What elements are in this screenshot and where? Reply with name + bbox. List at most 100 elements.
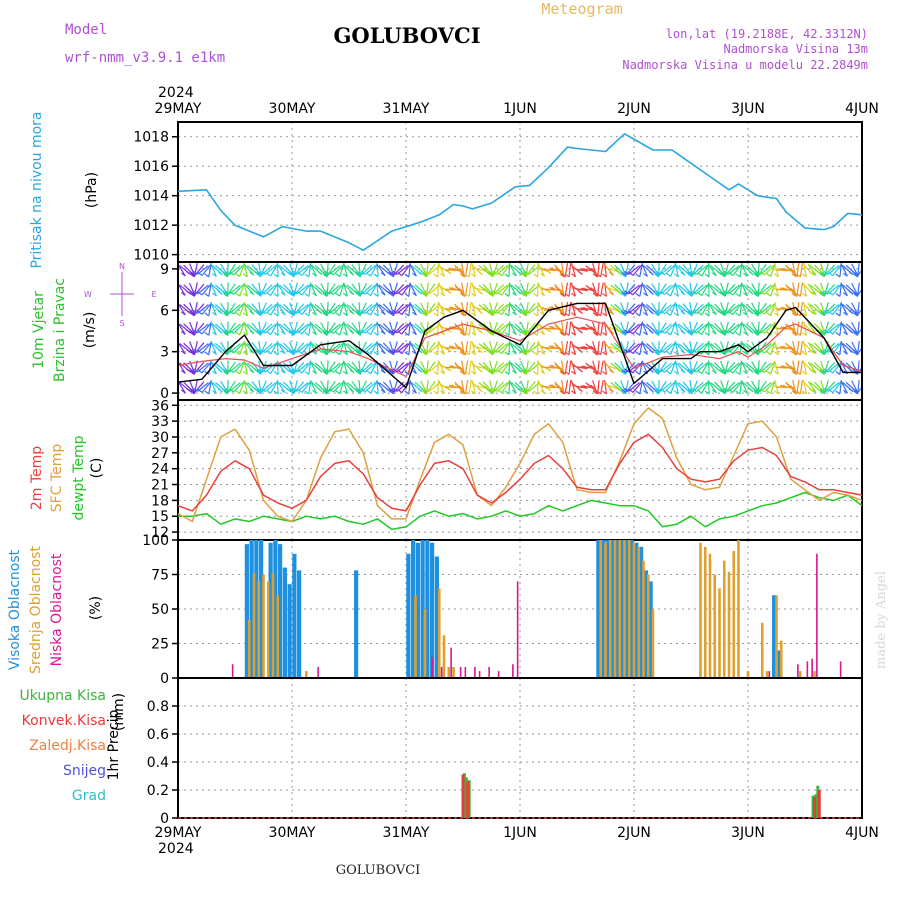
cloud-bar	[604, 542, 607, 678]
wind-arrow-head	[853, 389, 859, 394]
wind-arrow-head	[792, 292, 798, 297]
wind-arrow-head	[521, 310, 527, 315]
wind-arrow-head	[229, 290, 234, 295]
wind-arrow-head	[546, 347, 552, 352]
wind-arrow-head	[760, 329, 765, 334]
wind-arrow-head	[488, 349, 494, 354]
wind-arrow-head	[820, 370, 825, 375]
wind-arrow-head	[433, 351, 439, 356]
wind-arrow-head	[687, 369, 693, 374]
wind-arrow-head	[820, 331, 825, 336]
wind-arrow	[568, 321, 572, 336]
wind-arrow	[376, 380, 386, 394]
wind-arrow-head	[654, 369, 660, 374]
wind-arrow-head	[621, 271, 627, 276]
wind-arrow-head	[617, 290, 622, 295]
wind-arrow-head	[792, 370, 798, 375]
cloud-bar	[722, 560, 726, 678]
wind-arrow	[239, 302, 246, 316]
wind-arrow	[561, 301, 565, 317]
cloud-bar	[760, 622, 764, 678]
wind-barbs	[178, 262, 862, 395]
wind-arrow	[178, 361, 186, 374]
wind-arrow-head	[828, 369, 834, 374]
wind-arrow-head	[280, 369, 286, 374]
wind-arrow-head	[180, 311, 186, 316]
wind-arrow-head	[193, 290, 198, 295]
cloud-bar	[434, 556, 439, 678]
wind-arrow-head	[691, 290, 697, 295]
wind-arrow-head	[756, 387, 761, 392]
cloud-bar	[651, 609, 655, 678]
wind-arrow	[376, 302, 386, 316]
wind-arrow	[799, 282, 804, 297]
wind-arrow-head	[229, 329, 234, 334]
wind-arrow-head	[656, 329, 662, 334]
wind-arrow	[561, 262, 565, 278]
wind-arrow	[707, 380, 717, 394]
wind-arrow-head	[760, 388, 765, 393]
wind-arrow-head	[186, 368, 191, 373]
wind-arrow-head	[820, 271, 826, 276]
wind-arrow-head	[721, 330, 726, 335]
wind-arrow-head	[823, 309, 829, 314]
wind-arrow-head	[648, 310, 654, 315]
cloud-bar	[304, 671, 308, 678]
y-tick-label: 6	[160, 303, 169, 319]
wind-arrow-head	[735, 292, 741, 297]
cloud-bar	[713, 574, 717, 678]
wind-arrow	[632, 381, 643, 393]
cloud-bar	[231, 664, 234, 678]
wind-arrow-head	[212, 389, 217, 394]
wind-arrow-head	[366, 370, 372, 375]
wind-arrow-head	[853, 273, 859, 278]
wind-arrow-head	[360, 368, 366, 373]
wind-arrow-head	[217, 329, 223, 334]
wind-arrow-head	[748, 310, 754, 315]
wind-arrow-head	[753, 273, 759, 278]
wind-arrow-head	[521, 388, 527, 393]
wind-arrow-head	[635, 273, 641, 278]
wind-arrow-head	[397, 389, 403, 394]
cloud-bar	[629, 540, 634, 678]
wind-arrow-head	[492, 309, 498, 314]
wind-arrow	[764, 284, 775, 295]
wind-arrow-head	[811, 389, 817, 394]
wind-arrow-head	[843, 311, 848, 316]
credit-label: made by Angel	[874, 571, 889, 669]
wind-arrow-head	[654, 293, 660, 297]
wind-arrow-head	[197, 310, 203, 315]
wind-arrow-head	[366, 311, 372, 316]
wind-arrow	[751, 283, 760, 296]
wind-arrow	[461, 282, 465, 297]
cloud-bar	[775, 595, 778, 678]
wind-arrow-head	[540, 311, 545, 316]
wind-arrow-head	[743, 389, 748, 394]
wind-compass: N S E W	[84, 262, 156, 328]
wind-arrow-head	[471, 351, 476, 356]
wind-arrow	[537, 380, 546, 394]
wind-arrow-head	[433, 273, 439, 278]
wind-arrow-head	[680, 310, 686, 315]
wind-arrow-head	[256, 369, 262, 374]
wind-arrow-head	[225, 270, 230, 275]
wind-arrow	[270, 302, 279, 316]
wind-arrow-head	[756, 368, 761, 373]
wind-arrow-head	[666, 312, 672, 317]
wind-arrow	[301, 361, 312, 374]
wind-arrow	[220, 322, 229, 335]
wind-arrow-head	[388, 273, 394, 278]
y-tick-label: 1016	[133, 159, 169, 175]
wind-arrow-head	[609, 310, 614, 315]
wind-arrow-head	[596, 273, 602, 278]
wind-arrow	[233, 303, 244, 315]
wind-arrow-head	[617, 348, 622, 353]
wind-arrow-head	[492, 368, 498, 373]
wind-arrow	[351, 303, 361, 315]
cloud-bar	[259, 540, 264, 678]
wind-arrow-head	[322, 291, 328, 296]
wind-arrow-head	[590, 306, 595, 311]
wind-arrow	[208, 380, 212, 394]
y-tick-label: 1010	[133, 248, 169, 264]
